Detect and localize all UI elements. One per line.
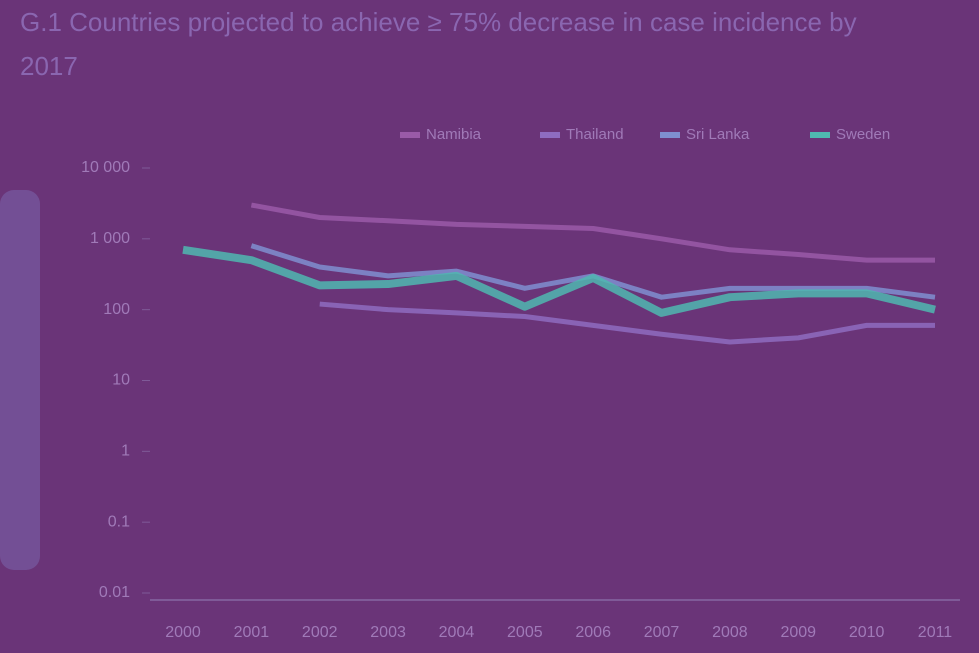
- y-tick-label: 0.1: [108, 513, 130, 530]
- y-tick-label: 1: [121, 443, 130, 460]
- y-tick-label: 10 000: [81, 159, 130, 176]
- x-tick-label: 2008: [712, 624, 748, 641]
- y-tick-label: 100: [103, 301, 130, 318]
- chart-title: G.1 Countries projected to achieve ≥ 75%…: [20, 7, 857, 81]
- x-tick-label: 2010: [849, 624, 885, 641]
- x-tick-label: 2007: [644, 624, 680, 641]
- series-line: [250, 202, 935, 263]
- series-line: [182, 245, 936, 317]
- legend-label: Sri Lanka: [686, 126, 750, 143]
- x-tick-label: 2001: [234, 624, 270, 641]
- title-box: G.1 Countries projected to achieve ≥ 75%…: [20, 7, 857, 81]
- series-line: [319, 301, 935, 345]
- y-tick-label: 1 000: [90, 230, 130, 247]
- x-tick-label: 2002: [302, 624, 338, 641]
- x-tick-label: 2004: [439, 624, 475, 641]
- x-tick-label: 2011: [918, 624, 953, 641]
- x-tick-label: 2000: [165, 624, 201, 641]
- side-panel: [0, 190, 40, 570]
- y-tick-label: 0.01: [99, 584, 130, 601]
- y-tick-label: 10: [112, 372, 130, 389]
- legend-label: Namibia: [426, 126, 482, 143]
- legend-label: Thailand: [566, 126, 624, 143]
- x-tick-label: 2006: [575, 624, 611, 641]
- x-tick-label: 2003: [370, 624, 406, 641]
- x-tick-label: 2005: [507, 624, 543, 641]
- legend-label: Sweden: [836, 126, 890, 143]
- x-tick-label: 2009: [780, 624, 816, 641]
